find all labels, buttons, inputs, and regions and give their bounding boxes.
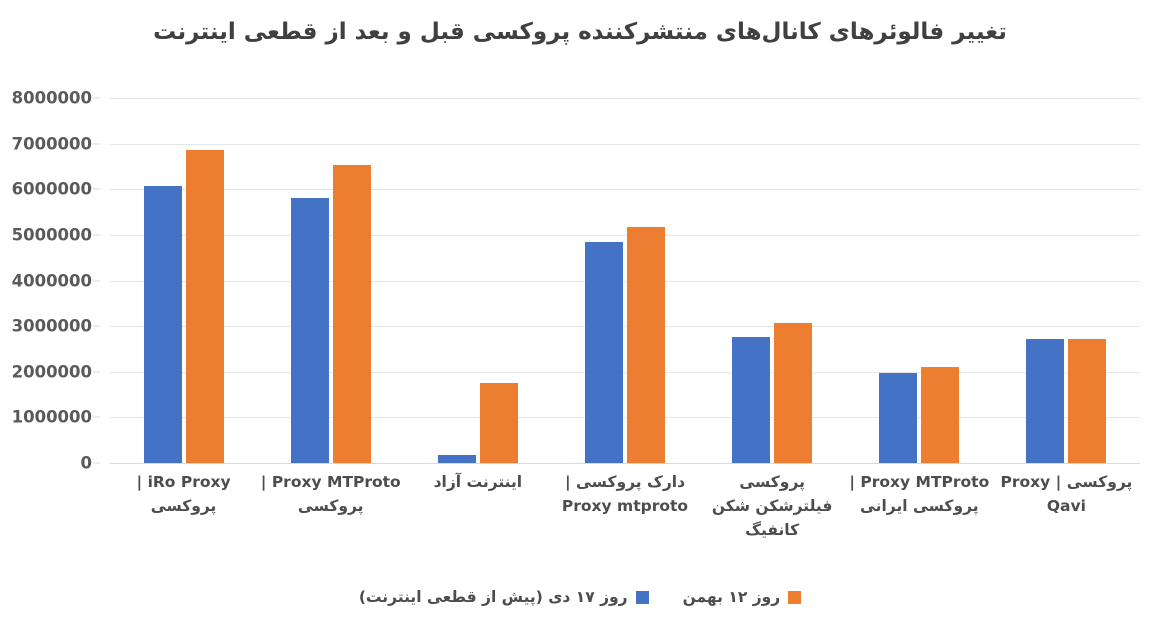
bar-series-0[interactable] bbox=[143, 185, 182, 463]
bar-series-1[interactable] bbox=[185, 150, 224, 463]
y-axis-tick-label: 7000000 bbox=[11, 134, 92, 154]
x-axis-category-label: iRo Proxy | پروکسی bbox=[136, 473, 231, 516]
legend-label: روز ۱۲ بهمن bbox=[682, 588, 781, 606]
bar-series-1[interactable] bbox=[921, 366, 960, 463]
gridline bbox=[110, 371, 1140, 373]
y-axis-tick-mark bbox=[93, 462, 100, 464]
gridline bbox=[110, 143, 1140, 145]
bar-group bbox=[257, 98, 404, 463]
legend-item-series-0[interactable]: روز ۱۷ دی (پیش از قطعی اینترنت) bbox=[359, 588, 649, 606]
y-axis-tick-mark bbox=[93, 371, 100, 373]
bar-group bbox=[551, 98, 698, 463]
gridline bbox=[110, 463, 1140, 464]
bar-series-0[interactable] bbox=[584, 241, 623, 463]
y-axis-tick-mark bbox=[93, 416, 100, 418]
bar-series-0[interactable] bbox=[732, 336, 771, 463]
y-axis: 8000000 7000000 6000000 5000000 4000000 30000… bbox=[0, 89, 100, 473]
gridline bbox=[110, 189, 1140, 191]
bar-series-0[interactable] bbox=[290, 198, 329, 463]
y-axis-tick-label: 0 bbox=[80, 453, 92, 473]
bar-series-1[interactable] bbox=[1068, 338, 1107, 463]
gridline bbox=[110, 280, 1140, 282]
y-axis-tick-label: 4000000 bbox=[11, 271, 92, 290]
y-axis-tick-mark bbox=[93, 280, 100, 281]
x-axis: iRo Proxy | پروکسی Proxy MTProto | پروکسی… bbox=[110, 470, 1140, 575]
x-axis-category-label: Proxy MTProto | پروکسی ایرانی bbox=[849, 473, 990, 516]
bar-series-0[interactable] bbox=[879, 372, 918, 463]
x-axis-category-label: پروکسی فیلترشکن شکن کانفیگ bbox=[711, 473, 833, 540]
y-axis-tick-label: 1000000 bbox=[11, 407, 92, 427]
orange-square-icon bbox=[788, 590, 802, 604]
chart-title: تغییر فالوئرهای کانال‌های منتشرکننده پرو… bbox=[153, 19, 1007, 45]
legend-item-series-1[interactable]: روز ۱۲ بهمن bbox=[683, 588, 802, 606]
bar-series-1[interactable] bbox=[626, 226, 665, 463]
legend-label: روز ۱۷ دی (پیش از قطعی اینترنت) bbox=[358, 588, 628, 606]
gridline bbox=[110, 98, 1140, 99]
y-axis-tick-label: 3000000 bbox=[11, 316, 92, 336]
bar-series-1[interactable] bbox=[332, 165, 371, 463]
gridline bbox=[110, 417, 1140, 419]
y-axis-tick-label: 5000000 bbox=[11, 225, 92, 245]
bar-series-0[interactable] bbox=[437, 454, 476, 463]
bars-layer bbox=[110, 98, 1140, 463]
bar-series-1[interactable] bbox=[479, 383, 518, 463]
bar-group bbox=[404, 98, 551, 463]
bar-group bbox=[699, 98, 846, 463]
y-axis-tick-mark bbox=[93, 188, 100, 190]
x-axis-category-label: دارک پروکسی | Proxy mtproto bbox=[561, 473, 689, 516]
plot-area bbox=[110, 98, 1140, 464]
bar-group bbox=[993, 98, 1140, 463]
bar-series-1[interactable] bbox=[774, 323, 813, 463]
chart-legend: روز ۱۷ دی (پیش از قطعی اینترنت) روز ۱۲ به… bbox=[0, 588, 1160, 606]
y-axis-tick-mark bbox=[93, 325, 100, 327]
bar-group bbox=[110, 98, 257, 463]
y-axis-tick-mark bbox=[93, 143, 100, 145]
blue-square-icon bbox=[635, 590, 649, 604]
y-axis-tick-label: 8000000 bbox=[11, 88, 92, 108]
y-axis-tick-label: 6000000 bbox=[11, 179, 92, 199]
bar-group bbox=[846, 98, 993, 463]
x-axis-category-label: پروکسی | Proxy Qavi bbox=[1000, 473, 1133, 516]
x-axis-category-label: Proxy MTProto | پروکسی bbox=[260, 473, 401, 516]
gridline bbox=[110, 326, 1140, 328]
y-axis-tick-label: 2000000 bbox=[11, 362, 92, 382]
y-axis-tick-mark bbox=[93, 97, 100, 99]
gridline bbox=[110, 234, 1140, 236]
bar-series-0[interactable] bbox=[1026, 338, 1065, 463]
x-axis-category-label: اینترنت آزاد bbox=[433, 473, 523, 491]
y-axis-tick-mark bbox=[93, 234, 100, 236]
